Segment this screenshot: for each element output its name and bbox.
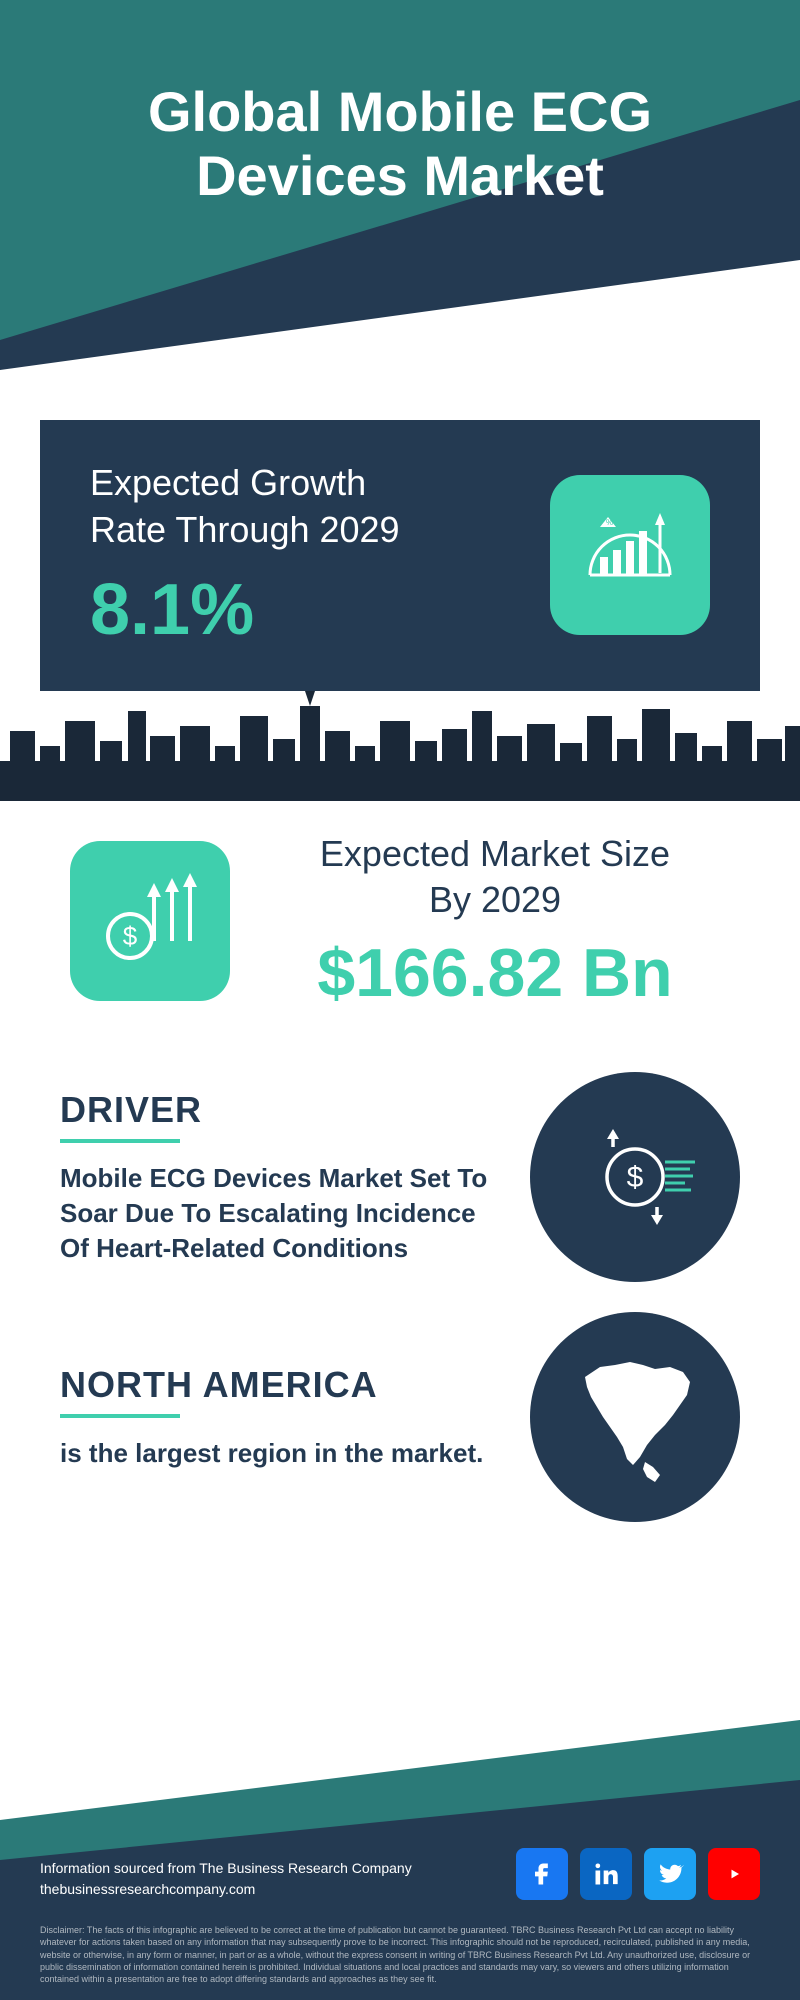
heading-underline <box>60 1139 180 1143</box>
driver-icon-circle: $ <box>530 1072 740 1282</box>
north-america-map-icon <box>555 1337 715 1497</box>
region-text: NORTH AMERICA is the largest region in t… <box>60 1364 500 1471</box>
disclaimer-text: Disclaimer: The facts of this infographi… <box>40 1924 760 1985</box>
footer-section: Information sourced from The Business Re… <box>0 1720 800 2000</box>
growth-chart-icon: % <box>550 475 710 635</box>
svg-text:$: $ <box>627 1161 644 1194</box>
svg-text:$: $ <box>123 921 138 951</box>
market-size-label: Expected Market Size By 2029 <box>260 831 730 925</box>
page-title: Global Mobile ECG Devices Market <box>0 80 800 209</box>
heading-underline <box>60 1414 180 1418</box>
market-size-text: Expected Market Size By 2029 $166.82 Bn <box>260 831 730 1013</box>
growth-rate-block: Expected Growth Rate Through 2029 8.1% % <box>40 420 760 691</box>
currency-exchange-icon: $ <box>565 1107 705 1247</box>
growth-label: Expected Growth Rate Through 2029 <box>90 460 400 554</box>
region-heading: NORTH AMERICA <box>60 1364 500 1406</box>
social-icons-row <box>516 1848 760 1900</box>
driver-heading: DRIVER <box>60 1089 500 1131</box>
region-icon-circle <box>530 1312 740 1522</box>
youtube-icon[interactable] <box>708 1848 760 1900</box>
facebook-icon[interactable] <box>516 1848 568 1900</box>
market-size-icon: $ <box>70 841 230 1001</box>
footer-source-text: Information sourced from The Business Re… <box>40 1858 412 1900</box>
svg-text:%: % <box>606 518 613 527</box>
header-section: Global Mobile ECG Devices Market <box>0 0 800 370</box>
market-size-value: $166.82 Bn <box>260 934 730 1012</box>
region-section: NORTH AMERICA is the largest region in t… <box>60 1312 740 1522</box>
driver-body: Mobile ECG Devices Market Set To Soar Du… <box>60 1161 500 1266</box>
growth-value: 8.1% <box>90 569 400 651</box>
linkedin-icon[interactable] <box>580 1848 632 1900</box>
city-skyline-graphic <box>0 691 800 801</box>
footer-content: Information sourced from The Business Re… <box>40 1848 760 1900</box>
driver-section: DRIVER Mobile ECG Devices Market Set To … <box>60 1072 740 1282</box>
market-size-block: $ Expected Market Size By 2029 $166.82 B… <box>40 801 760 1053</box>
driver-text: DRIVER Mobile ECG Devices Market Set To … <box>60 1089 500 1266</box>
spacer <box>0 370 800 420</box>
title-line-2: Devices Market <box>196 144 604 207</box>
growth-text: Expected Growth Rate Through 2029 8.1% <box>90 460 400 651</box>
title-line-1: Global Mobile ECG <box>148 80 652 143</box>
twitter-icon[interactable] <box>644 1848 696 1900</box>
region-body: is the largest region in the market. <box>60 1436 500 1471</box>
